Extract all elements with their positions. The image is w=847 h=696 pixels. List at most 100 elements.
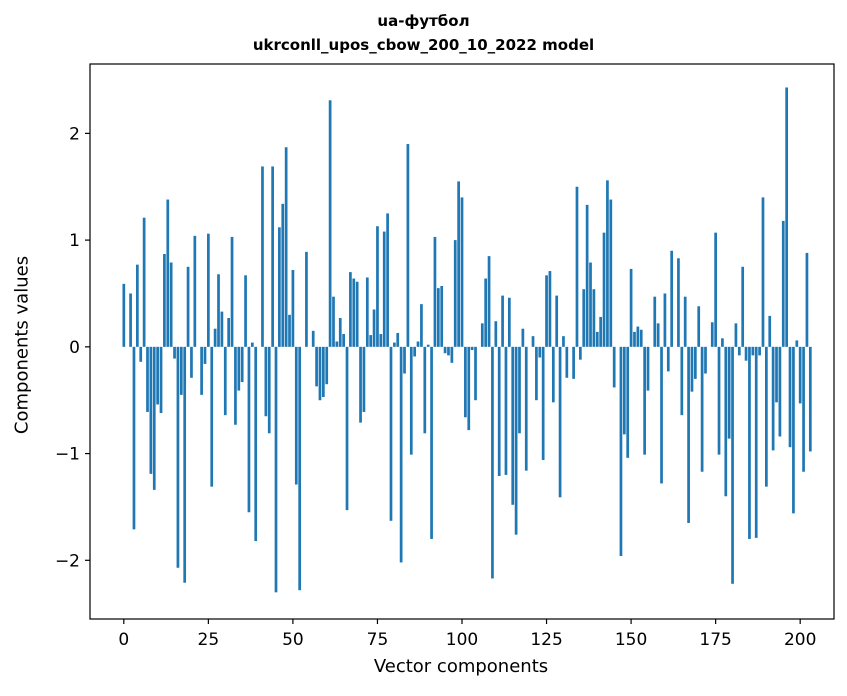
bar-95 — [443, 346, 447, 354]
bar-36 — [244, 275, 247, 347]
bar-17 — [179, 346, 183, 395]
bar-117 — [518, 346, 521, 434]
bar-91 — [430, 346, 433, 539]
bar-26 — [210, 346, 214, 487]
bar-110 — [494, 321, 498, 347]
bar-4 — [135, 264, 139, 347]
bar-44 — [271, 166, 274, 347]
bar-69 — [355, 281, 359, 347]
bar-87 — [416, 341, 420, 347]
x-axis-label: Vector components — [373, 656, 549, 677]
bar-199 — [795, 340, 799, 347]
x-axis: 0 25 50 75 100 125 150 175 200 — [118, 619, 816, 650]
bar-35 — [240, 346, 244, 383]
bar-164 — [677, 258, 680, 347]
bar-152 — [636, 326, 640, 347]
bar-12 — [163, 253, 166, 347]
bar-113 — [504, 346, 508, 475]
bar-169 — [693, 346, 697, 379]
bar-59 — [321, 346, 325, 397]
bar-141 — [599, 316, 603, 347]
bar-127 — [551, 346, 555, 403]
bar-58 — [318, 346, 322, 401]
bar-119 — [524, 346, 528, 471]
x-tick-label: 175 — [699, 630, 731, 650]
bar-73 — [369, 335, 373, 347]
x-tick-label: 200 — [784, 630, 816, 650]
bar-63 — [335, 341, 339, 347]
bar-175 — [714, 232, 717, 347]
bar-80 — [393, 342, 396, 347]
bar-71 — [362, 346, 366, 412]
bar-104 — [474, 346, 477, 401]
bar-28 — [217, 274, 220, 347]
bar-131 — [565, 346, 569, 378]
bar-135 — [579, 346, 582, 360]
bar-89 — [423, 346, 427, 434]
bar-51 — [294, 346, 298, 485]
bar-31 — [227, 318, 231, 347]
bar-107 — [484, 278, 488, 347]
bar-29 — [220, 311, 224, 347]
bar-202 — [805, 252, 809, 347]
bar-165 — [680, 346, 684, 416]
y-tick-label: 2 — [69, 124, 80, 144]
bar-70 — [359, 346, 362, 423]
plot-frame — [89, 63, 835, 620]
bar-86 — [413, 346, 417, 357]
y-tick-label: −2 — [55, 551, 80, 571]
y-tick-label: 1 — [69, 231, 80, 251]
bar-3 — [132, 346, 136, 530]
bar-42 — [264, 346, 268, 417]
bar-122 — [535, 346, 538, 401]
bar-151 — [633, 331, 636, 347]
bar-177 — [721, 338, 724, 347]
bar-2 — [129, 293, 132, 347]
bar-49 — [288, 314, 291, 347]
bar-21 — [193, 235, 197, 347]
bar-16 — [176, 346, 180, 568]
bar-185 — [748, 346, 751, 539]
bar-190 — [765, 346, 768, 487]
bar-27 — [213, 328, 217, 347]
bar-6 — [142, 217, 146, 347]
bar-20 — [190, 346, 193, 378]
x-tick-label: 100 — [446, 630, 478, 650]
bar-102 — [467, 346, 471, 431]
bar-201 — [802, 346, 805, 472]
bar-series — [122, 87, 812, 593]
bar-9 — [152, 346, 156, 490]
bar-54 — [305, 251, 308, 347]
bar-111 — [497, 346, 501, 476]
bar-143 — [606, 180, 609, 347]
bar-176 — [717, 346, 721, 455]
bar-65 — [342, 334, 345, 347]
y-axis-label: Components values — [11, 255, 33, 435]
bar-61 — [328, 100, 332, 347]
bar-103 — [470, 346, 474, 351]
bar-74 — [372, 309, 376, 347]
bar-37 — [247, 346, 251, 513]
bar-180 — [731, 346, 734, 584]
bar-77 — [382, 231, 386, 347]
bar-7 — [146, 346, 149, 412]
bar-33 — [234, 346, 237, 425]
bar-138 — [589, 262, 592, 347]
bar-62 — [332, 296, 335, 347]
bar-99 — [457, 181, 460, 347]
bar-133 — [572, 346, 575, 379]
y-tick-label: 0 — [69, 338, 80, 358]
bar-75 — [376, 226, 379, 347]
bar-50 — [291, 269, 295, 347]
bar-94 — [440, 286, 444, 347]
bar-114 — [507, 297, 511, 347]
bar-60 — [325, 346, 329, 385]
bar-10 — [156, 346, 159, 405]
bar-203 — [808, 346, 812, 452]
x-tick-label: 75 — [367, 630, 389, 650]
bar-85 — [409, 346, 413, 455]
bar-196 — [785, 87, 789, 347]
bar-83 — [403, 346, 406, 374]
bar-76 — [379, 334, 383, 347]
